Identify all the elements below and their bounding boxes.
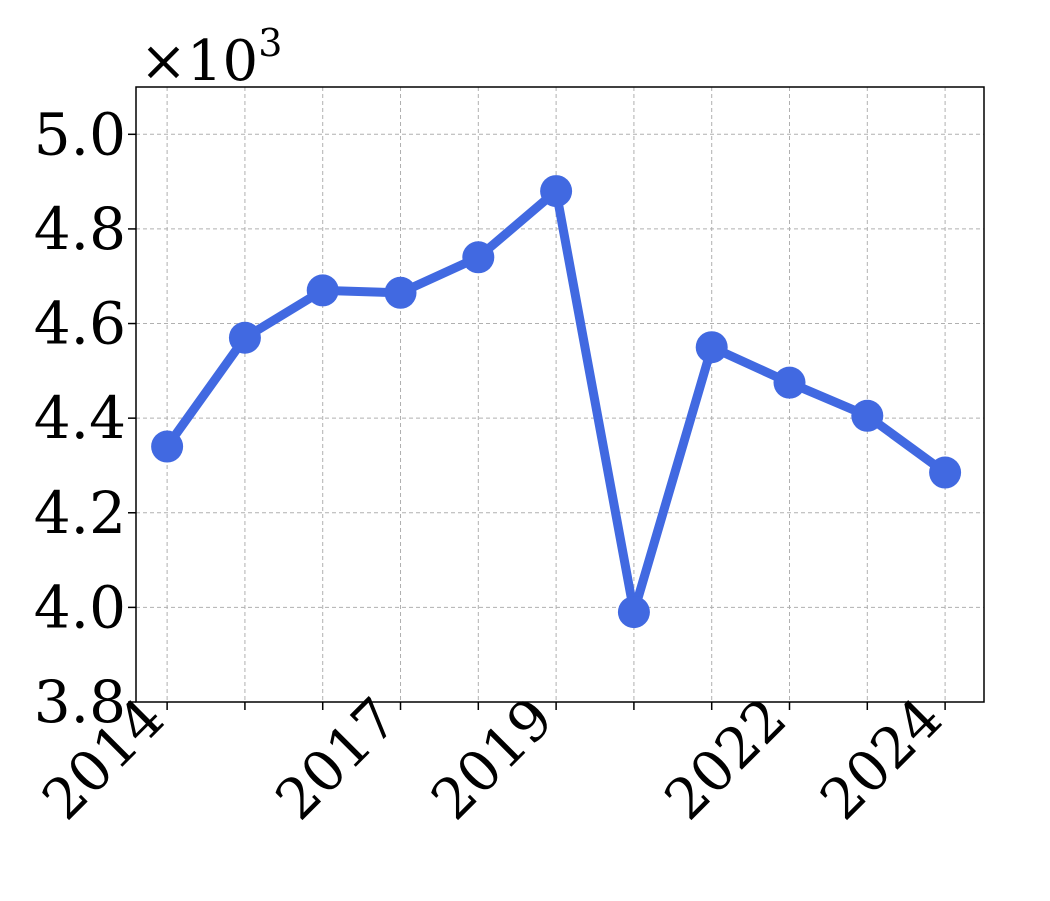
data-point-marker (617, 596, 650, 629)
series-line (162, 186, 950, 617)
x-tick-label: 2019 (419, 686, 566, 833)
x-tick-label: 2022 (653, 686, 800, 833)
y-tick-label: 4.2 (34, 479, 126, 547)
grid-lines (136, 87, 984, 703)
y-tick-label: 5.0 (34, 100, 126, 168)
y-tick-label: 4.6 (34, 290, 126, 358)
data-point-marker (151, 430, 184, 463)
data-point-marker (306, 274, 339, 307)
y-axis-multiplier: ×103 (140, 21, 282, 94)
data-point-marker (695, 331, 728, 364)
data-point-marker (851, 399, 884, 432)
x-tick-label: 2017 (264, 686, 411, 833)
data-point-marker (773, 366, 806, 399)
y-tick-label: 4.0 (34, 573, 126, 641)
y-tick-label: 3.8 (34, 668, 126, 736)
data-point-marker (228, 321, 261, 354)
x-axis: 2014 2017 2019 2022 2024 (30, 686, 955, 833)
x-tick-label: 2024 (808, 686, 955, 833)
data-point-marker (929, 456, 962, 489)
data-point-marker (540, 175, 573, 208)
y-axis: 3.8 4.0 4.2 4.4 4.6 4.8 5.0 (34, 100, 136, 736)
data-point-marker (384, 276, 417, 309)
y-tick-label: 4.8 (34, 195, 126, 263)
y-tick-label: 4.4 (34, 384, 126, 452)
plot-frame (135, 86, 985, 703)
series-layer (151, 175, 962, 629)
data-point-marker (462, 241, 495, 274)
